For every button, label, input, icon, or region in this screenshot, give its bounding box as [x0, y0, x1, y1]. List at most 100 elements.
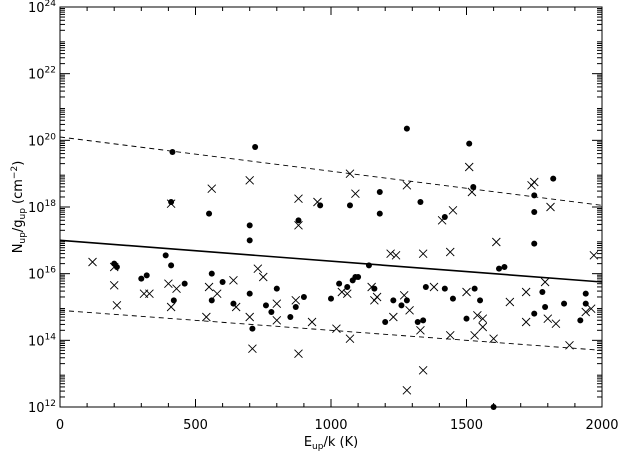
- data-point-cross: [445, 331, 455, 340]
- data-point-cross: [386, 249, 395, 258]
- data-point-cross: [546, 202, 555, 212]
- data-point-cross: [445, 247, 455, 257]
- data-point-circle: [143, 272, 150, 279]
- data-point-circle: [219, 279, 226, 285]
- data-point-cross: [307, 317, 317, 327]
- data-point-cross: [272, 299, 282, 308]
- y-tick-label: 1012: [28, 399, 56, 416]
- data-point-circle: [181, 280, 188, 287]
- data-point-cross: [521, 287, 531, 297]
- data-point-cross: [291, 296, 301, 305]
- fit-lines: [59, 136, 603, 351]
- data-point-circle: [371, 285, 378, 292]
- data-point-cross: [337, 287, 347, 297]
- data-point-cross: [166, 199, 176, 208]
- data-point-cross: [467, 187, 477, 197]
- data-point-circle: [582, 290, 589, 297]
- data-point-cross: [565, 341, 574, 350]
- data-point-circle: [138, 275, 145, 282]
- data-point-cross: [109, 262, 119, 272]
- data-point-circle: [501, 264, 508, 270]
- data-point-cross: [112, 301, 122, 310]
- data-point-cross: [589, 251, 599, 260]
- data-point-circle: [422, 284, 429, 290]
- data-point-cross: [429, 282, 439, 292]
- data-point-circle: [208, 270, 215, 277]
- data-point-circle: [542, 304, 549, 310]
- data-point-circle: [300, 294, 307, 300]
- data-point-circle: [382, 319, 389, 325]
- data-point-cross: [109, 281, 119, 290]
- x-axis-label: Eup/k (K): [304, 435, 358, 452]
- data-point-cross: [543, 314, 553, 323]
- data-point-cross: [245, 176, 255, 185]
- y-tick-label: 1016: [28, 266, 56, 283]
- data-point-circle: [414, 319, 421, 325]
- data-point-cross: [245, 312, 255, 322]
- data-point-circle: [550, 175, 557, 182]
- data-point-cross: [551, 319, 561, 328]
- data-point-circle: [246, 237, 253, 244]
- data-point-cross: [491, 237, 501, 247]
- data-point-circle: [268, 309, 275, 315]
- data-point-circle: [531, 240, 538, 247]
- data-point-circle: [246, 222, 253, 229]
- data-point-circle: [287, 314, 294, 320]
- data-point-cross: [253, 264, 263, 273]
- y-axis-label: Nup/gup (cm−2): [10, 161, 28, 254]
- x-tick-label: 2000: [585, 418, 618, 433]
- data-point-cross: [586, 304, 596, 313]
- data-point-cross: [540, 277, 550, 287]
- data-point-circle: [328, 295, 334, 302]
- data-point-circle: [292, 304, 299, 310]
- data-point-circle: [336, 280, 343, 287]
- data-point-cross: [529, 177, 539, 187]
- data-point-circle: [496, 265, 503, 272]
- data-point-circle: [441, 285, 448, 292]
- y-tick-label: 1014: [28, 332, 56, 349]
- data-point-cross: [367, 282, 376, 292]
- data-point-circle: [420, 317, 427, 324]
- data-point-cross: [437, 216, 447, 225]
- data-point-cross: [489, 334, 498, 343]
- data-point-circle: [249, 325, 256, 332]
- data-point-cross: [294, 221, 303, 230]
- data-point-circle: [168, 262, 175, 269]
- data-point-cross: [258, 272, 268, 282]
- data-point-circle: [561, 300, 568, 307]
- data-point-circle: [577, 317, 584, 324]
- data-point-cross: [342, 289, 352, 298]
- x-tick-label: 1500: [450, 418, 483, 433]
- data-point-cross: [399, 291, 409, 300]
- data-point-circle: [273, 285, 280, 292]
- data-point-circle: [208, 297, 215, 304]
- data-point-circle: [162, 252, 169, 259]
- data-point-circle: [403, 125, 410, 132]
- data-point-cross: [391, 251, 401, 260]
- data-point-circle: [376, 210, 383, 217]
- data-point-cross: [88, 257, 97, 267]
- data-point-cross: [372, 292, 382, 302]
- data-point-circle: [531, 192, 538, 199]
- data-point-circle: [169, 149, 176, 155]
- data-point-cross: [405, 306, 414, 315]
- data-point-cross: [418, 366, 428, 375]
- data-point-cross: [231, 302, 241, 312]
- data-point-circle: [365, 262, 372, 269]
- data-point-circle: [531, 310, 538, 317]
- data-point-cross: [473, 311, 482, 320]
- data-point-cross: [464, 162, 474, 172]
- y-tick-label: 1018: [28, 199, 56, 216]
- x-tick-label: 500: [183, 418, 208, 433]
- data-point-circle: [168, 199, 175, 205]
- data-point-cross: [521, 317, 531, 327]
- data-points: [88, 125, 599, 410]
- dashed-bound-line: [59, 309, 603, 351]
- data-point-cross: [212, 289, 222, 298]
- data-point-circle: [390, 297, 397, 304]
- x-tick-label: 0: [56, 418, 64, 433]
- data-point-circle: [471, 285, 478, 292]
- data-point-cross: [462, 287, 471, 297]
- data-point-cross: [166, 302, 176, 312]
